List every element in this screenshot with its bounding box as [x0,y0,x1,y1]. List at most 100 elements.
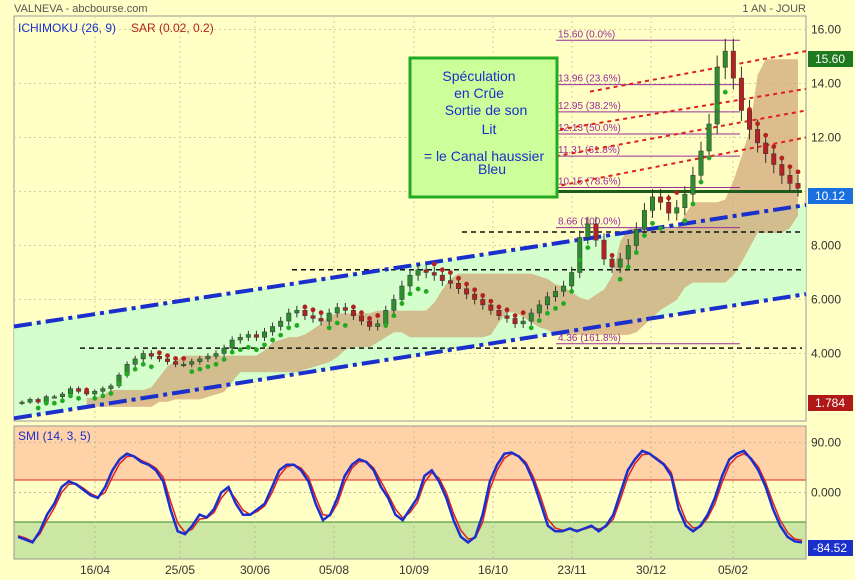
high-price-badge: 15.60 [808,51,853,67]
sar-dot [674,190,680,195]
sar-dot [642,233,647,238]
sar-dot [488,298,494,304]
sar-dot [561,301,566,306]
sar-dot [237,347,243,353]
sar-dot [383,323,389,328]
candle-body [262,331,267,338]
candle-body [100,388,106,392]
svg-text:10.12: 10.12 [815,189,845,203]
sar-dot [43,400,49,406]
candle-body [496,310,502,316]
sar-dot [569,289,575,294]
smi-label: SMI (14, 3, 5) [18,429,91,443]
candle-body [302,310,308,316]
sar-dot [229,349,235,355]
sar-dot [714,104,720,110]
candle-body [181,364,187,367]
candle-body [245,334,251,338]
sar-dot [763,132,769,138]
sar-dot [496,304,502,310]
sar-dot [302,304,308,310]
candle-body [51,396,57,399]
low-price-badge: 1.784 [808,395,853,411]
candle-body [650,196,655,211]
sar-dot [512,313,518,318]
sar-dot [391,313,397,319]
candle-body [682,193,688,208]
sar-dot [706,155,712,161]
candle-body [310,315,316,319]
sar-dot [35,405,41,411]
sar-dot [536,318,542,323]
candle-body [763,142,769,154]
sar-dot [666,195,672,201]
x-tick-label: 16/04 [80,563,110,577]
annotation-line-4: Lit [482,121,497,137]
candle-body [666,202,672,214]
candle-body [658,196,664,203]
smi-chart: 90.00 0.000 16/04 25/05 30/06 05/08 10/09 16/1… [13,425,853,577]
candle-body [383,310,389,325]
sar-dot [359,310,364,316]
sar-dot [698,179,704,185]
smi-y-axis: 90.00 0.000 [811,436,841,500]
candle-body [108,385,114,389]
candle-body [68,388,73,395]
annotation-line-2: en Crûe [454,85,504,101]
candle-body [722,50,728,68]
sar-dot [84,387,90,393]
sar-dot [197,366,203,372]
sar-dot [165,353,170,359]
sar-dot [795,169,801,175]
sar-dot [625,264,631,270]
smi-y-tick-label: 0.000 [811,486,841,500]
candle-body [447,280,453,284]
candle-body [512,318,518,325]
sar-dot [690,201,696,207]
candle-body [520,320,526,325]
annotation-line-3: Sortie de son [445,102,528,118]
sar-dot [779,155,785,161]
fib-level-label: 12.95 (38.2%) [558,101,621,112]
candle-body [253,334,259,338]
fib-level-label: 10.15 (78.6%) [558,176,621,187]
sar-dot [682,218,688,224]
candle-body [553,291,558,298]
annotation-box: Spéculation en Crûe Sortie de son Lit = … [408,56,559,199]
sar-dot [730,52,736,58]
sar-dot [286,325,292,331]
smi-y-tick-label: 90.00 [811,436,841,450]
candle-body [617,258,623,268]
sar-dots [35,52,801,411]
sar-dot [593,224,599,230]
price-y-tick-label: 16.00 [811,23,841,37]
sar-dot [553,306,558,311]
sar-dot [76,395,81,401]
candle-body [35,399,41,403]
x-tick-label: 05/02 [718,563,748,577]
channel-lower-line [13,292,807,421]
candle-body [738,77,744,111]
sar-dot [787,164,793,170]
candle-body [165,358,170,362]
sar-dot [585,245,591,251]
sar-dot [148,364,154,370]
candle-body [439,274,445,281]
candle-body [431,272,437,276]
candle-body [148,353,154,357]
candle-body [577,237,583,273]
sar-dot [423,289,429,294]
x-tick-label: 23/11 [557,563,586,577]
sar-dot [609,253,615,258]
sar-dot [310,307,316,313]
sar-dot [601,244,607,250]
sar-dot [294,323,300,328]
sar-dot [270,337,275,343]
sar-dot [173,356,178,361]
candle-body [399,285,405,300]
candle-body [544,296,550,306]
candle-body [350,310,356,316]
sar-dot [456,275,461,281]
candle-body [229,339,235,349]
